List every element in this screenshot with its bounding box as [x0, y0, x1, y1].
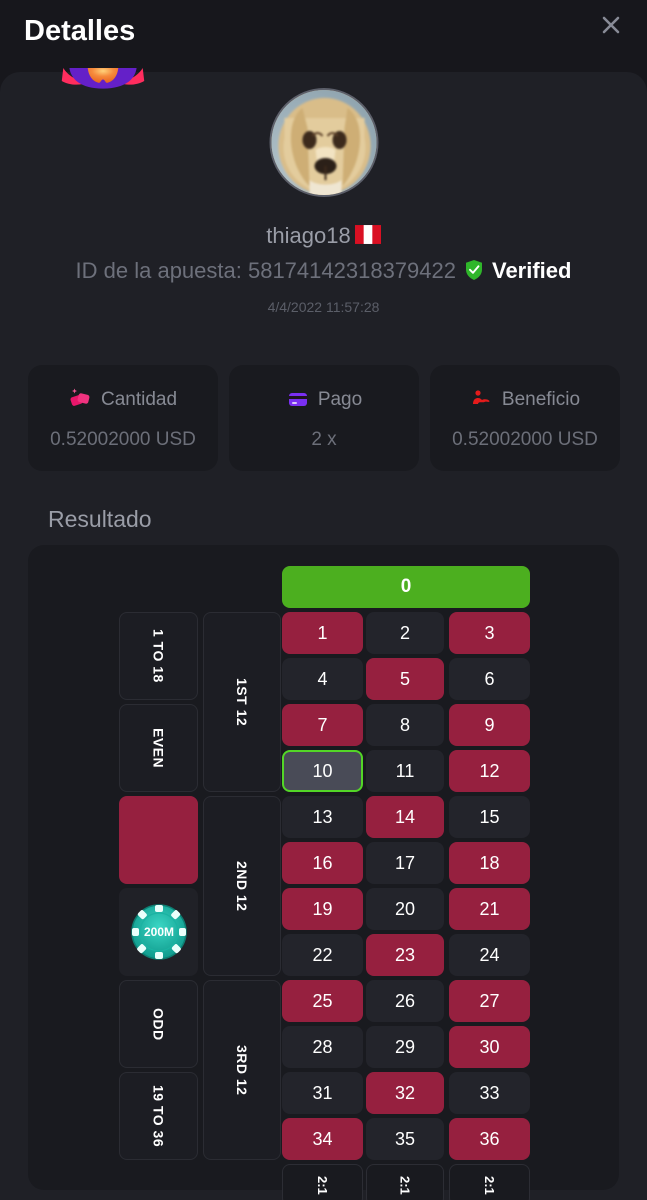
svg-text:200M: 200M [143, 925, 173, 939]
